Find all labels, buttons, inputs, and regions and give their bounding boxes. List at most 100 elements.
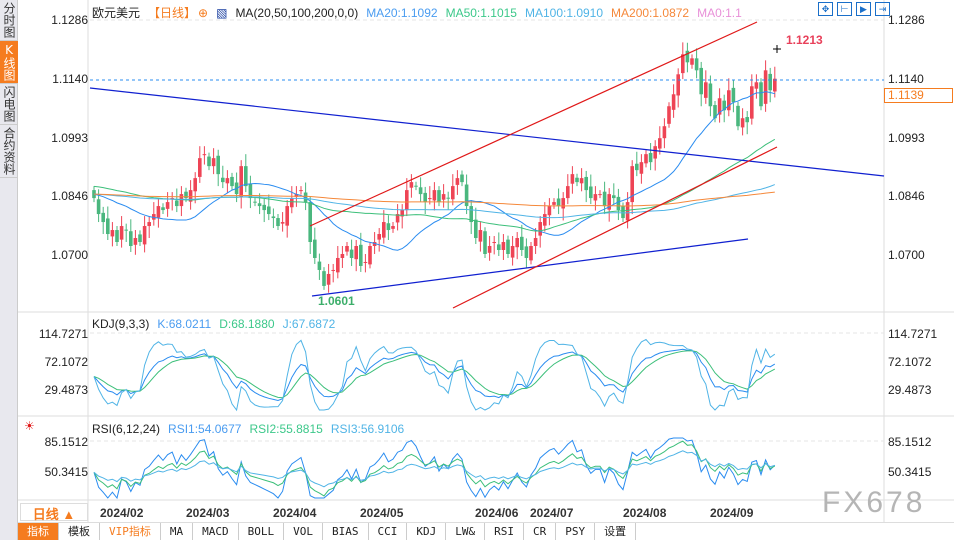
candle-body: [621, 206, 625, 219]
rsi2: RSI2:55.8815: [249, 422, 323, 436]
crosshair-icon[interactable]: ⊕: [198, 6, 209, 20]
candle-body: [386, 223, 391, 231]
candle-body: [579, 178, 584, 184]
candle-body: [667, 106, 671, 124]
zoom-in-icon[interactable]: ⊢: [837, 2, 852, 16]
candle-body: [616, 196, 621, 211]
candle-body: [147, 222, 151, 227]
candle-body: [602, 191, 607, 207]
candle-body: [469, 206, 473, 223]
toolbar-template[interactable]: 模板: [59, 523, 100, 540]
toolbar-macd[interactable]: MACD: [193, 523, 239, 540]
candle-body: [142, 226, 147, 245]
toolbar-ma[interactable]: MA: [161, 523, 194, 540]
ma100-line: [93, 184, 775, 219]
tab-kline[interactable]: K线图: [0, 41, 18, 84]
price-tick: 1.0700: [51, 248, 88, 262]
candle-body: [731, 87, 736, 103]
candle-body: [423, 192, 427, 203]
ma20-value: MA20:1.1092: [366, 6, 438, 20]
date-tick: 2024/09: [710, 506, 754, 520]
candle-body: [561, 198, 565, 209]
price-tick: 1.1286: [51, 13, 88, 27]
candle-body: [625, 202, 630, 221]
candle-body: [699, 67, 703, 95]
candle-body: [533, 238, 538, 247]
candle-body: [685, 50, 690, 63]
date-tick: 2024/03: [186, 506, 230, 520]
toolbar-rsi[interactable]: RSI: [485, 523, 524, 540]
settings-sun-icon[interactable]: ☀: [24, 419, 35, 433]
rsi-tick: 50.3415: [44, 465, 88, 479]
rsi-lines: [93, 437, 776, 500]
candle-body: [165, 202, 170, 209]
move-icon[interactable]: ✥: [818, 2, 833, 16]
candle-body: [690, 58, 694, 65]
watermark-logo: FX678: [822, 486, 926, 519]
date-tick: 2024/02: [100, 506, 144, 520]
candle-body: [372, 242, 377, 247]
toolbar-vip[interactable]: VIP指标: [100, 523, 161, 540]
kdj-label: KDJ(9,3,3): [92, 317, 150, 331]
exit-icon[interactable]: ⇥: [875, 2, 890, 16]
price-tick: 1.1140: [52, 72, 88, 86]
candle-body: [211, 158, 216, 167]
play-icon[interactable]: ▶: [856, 2, 871, 16]
candle-body: [598, 194, 602, 196]
candle-body: [428, 198, 432, 200]
toolbar-vol[interactable]: VOL: [284, 523, 323, 540]
toolbar-psy[interactable]: PSY: [556, 523, 596, 540]
candle-body: [340, 253, 345, 258]
rsi1-line: [93, 437, 776, 500]
ma-indicator-icon[interactable]: ▧: [216, 6, 228, 20]
tab-flash[interactable]: 闪电图: [0, 84, 18, 125]
candle-body: [267, 206, 271, 215]
toolbar-indicators[interactable]: 指标: [18, 523, 59, 540]
toolbar-lw[interactable]: LW&: [446, 523, 486, 540]
candle-body: [92, 190, 96, 199]
candle-body: [418, 187, 423, 195]
tab-timeshare[interactable]: 分时图: [0, 0, 18, 41]
candle-body: [216, 155, 220, 175]
candle-body: [644, 154, 648, 164]
candle-body: [520, 236, 524, 250]
toolbar-boll[interactable]: BOLL: [239, 523, 285, 540]
trendline-blue-upper: [89, 87, 885, 177]
price-tick-right: 1.0993: [888, 131, 925, 145]
rsi-tick: 85.1512: [44, 435, 88, 449]
ma0-value: MA0:1.1: [697, 6, 742, 20]
price-tick-right: 1.0700: [888, 248, 925, 262]
toolbar-settings[interactable]: 设置: [595, 523, 637, 540]
candle-body: [253, 201, 257, 203]
kdj-d-line: [93, 350, 776, 399]
candle-body: [556, 198, 561, 207]
candle-body: [740, 118, 745, 128]
candle-body: [639, 162, 644, 174]
toolbar-cci[interactable]: CCI: [369, 523, 408, 540]
candle-body: [717, 98, 722, 115]
high-label: 1.1213: [786, 33, 823, 47]
kdj-tick: 72.1072: [44, 355, 88, 369]
price-tick-right: 1.0846: [888, 189, 925, 203]
candle-body: [221, 177, 225, 183]
toolbar-kdj[interactable]: KDJ: [407, 523, 447, 540]
candle-body: [745, 117, 749, 123]
period-selector[interactable]: 日线 ▲: [20, 503, 88, 522]
moving-averages: [93, 91, 776, 251]
candle-body: [368, 246, 372, 265]
ma50-value: MA50:1.1015: [445, 6, 517, 20]
toolbar-cr[interactable]: CR: [524, 523, 557, 540]
rsi-header: RSI(6,12,24) RSI1:54.0677 RSI2:55.8815 RSI3…: [92, 422, 412, 436]
candle-body: [584, 176, 588, 191]
candle-body: [432, 190, 437, 201]
candle-body: [115, 230, 119, 243]
kdj-j-line: [93, 338, 776, 412]
rsi2-line: [93, 440, 776, 497]
candle-body: [547, 206, 552, 216]
candle-body: [188, 190, 193, 202]
candle-body: [451, 186, 455, 200]
toolbar-bias[interactable]: BIAS: [323, 523, 369, 540]
tab-contract-info[interactable]: 合约资料: [0, 125, 18, 178]
rsi3: RSI3:56.9106: [330, 422, 405, 436]
